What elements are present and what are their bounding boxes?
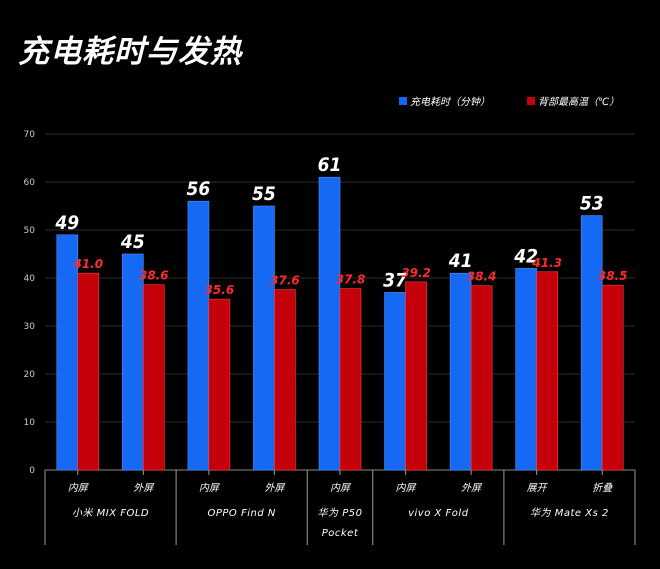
y-tick-label: 50 (24, 226, 36, 236)
bar-back-temp (339, 288, 362, 471)
data-label-charge-time: 56 (186, 178, 210, 200)
x-tick-label: 内屏 (330, 482, 351, 494)
legend: 充电耗时（分钟） 背部最高温（℃） (399, 96, 619, 108)
x-group-label: 华为 Mate Xs 2 (530, 507, 609, 519)
data-label-back-temp: 38.4 (467, 270, 497, 284)
x-tick-label: 折叠 (592, 482, 613, 494)
bar-back-temp (536, 271, 558, 471)
y-tick-label: 40 (24, 274, 36, 284)
data-label-charge-time: 45 (120, 231, 145, 253)
bars (56, 176, 624, 471)
y-tick-label: 0 (29, 466, 35, 476)
data-label-charge-time: 41 (448, 250, 473, 272)
bar-back-temp (274, 289, 296, 471)
data-label-back-temp: 37.8 (336, 273, 366, 287)
bar-back-temp (470, 285, 493, 471)
data-label-charge-time: 42 (513, 245, 538, 267)
bar-back-temp (601, 284, 624, 471)
y-tick-label: 70 (24, 130, 36, 140)
legend-swatch (527, 97, 535, 105)
x-tick-label: 内屏 (68, 482, 89, 494)
x-tick-label: 内屏 (199, 482, 220, 494)
bar-charge-time (318, 176, 341, 471)
legend-label: 背部最高温（℃） (538, 96, 619, 108)
x-tick-label: 展开 (527, 483, 549, 494)
x-group-label: 小米 MIX FOLD (72, 507, 149, 519)
legend-swatch (399, 97, 407, 105)
data-label-back-temp: 37.6 (270, 274, 300, 288)
bar-back-temp (143, 284, 165, 471)
y-tick-label: 10 (24, 418, 36, 428)
bar-charge-time (580, 215, 603, 471)
bar-charge-time (187, 200, 210, 471)
data-label-charge-time: 49 (54, 212, 79, 234)
data-label-back-temp: 38.6 (139, 269, 169, 283)
bar-back-temp (405, 281, 427, 471)
x-group-label: Pocket (322, 528, 359, 539)
data-label-back-temp: 41.0 (72, 257, 103, 271)
bar-back-temp (208, 298, 231, 471)
data-label-charge-time: 37 (383, 269, 407, 291)
x-group-label: 华为 P50 (318, 507, 363, 519)
x-group-label: OPPO Find N (207, 508, 275, 519)
data-label-back-temp: 38.5 (598, 269, 628, 283)
data-label-charge-time: 55 (252, 183, 276, 205)
y-tick-label: 30 (24, 322, 36, 332)
bar-back-temp (77, 272, 100, 471)
data-label-back-temp: 41.3 (531, 256, 562, 270)
data-label-back-temp: 39.2 (401, 266, 431, 280)
bar-charge-time (515, 268, 537, 471)
x-tick-label: 外屏 (264, 482, 285, 494)
bar-charge-time (122, 253, 144, 471)
x-tick-label: 外屏 (133, 482, 154, 494)
y-tick-label: 60 (24, 178, 36, 188)
bar-charge-time (253, 205, 275, 471)
x-tick-label: 外屏 (461, 482, 482, 494)
x-group-label: vivo X Fold (408, 508, 469, 519)
x-tick-label: 内屏 (396, 482, 417, 494)
y-tick-label: 20 (24, 370, 36, 380)
data-label-charge-time: 61 (318, 154, 342, 176)
bar-charge-time (449, 272, 472, 471)
bar-charge-time (384, 292, 406, 471)
legend-label: 充电耗时（分钟） (410, 96, 490, 108)
data-label-charge-time: 53 (580, 193, 604, 215)
page-title: 充电耗时与发热 (18, 34, 242, 70)
data-label-back-temp: 35.6 (205, 283, 235, 297)
